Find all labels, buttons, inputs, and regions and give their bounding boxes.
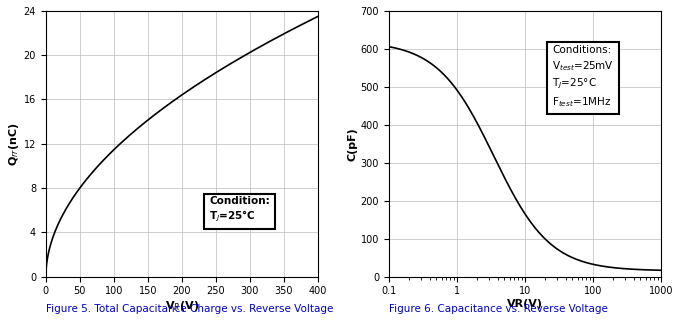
Text: Condition:
T$_J$=25°C: Condition: T$_J$=25°C bbox=[209, 196, 270, 224]
Y-axis label: Q$_{rr}$(nC): Q$_{rr}$(nC) bbox=[7, 122, 21, 165]
Text: Figure 5. Total Capacitance Charge vs. Reverse Voltage: Figure 5. Total Capacitance Charge vs. R… bbox=[46, 304, 333, 314]
X-axis label: V$_R$(V): V$_R$(V) bbox=[165, 299, 199, 313]
X-axis label: VR(V): VR(V) bbox=[507, 299, 543, 309]
Text: Figure 6. Capacitance vs. Reverse Voltage: Figure 6. Capacitance vs. Reverse Voltag… bbox=[389, 304, 608, 314]
Text: Conditions:
V$_{test}$=25mV
T$_J$=25°C
F$_{test}$=1MHz: Conditions: V$_{test}$=25mV T$_J$=25°C F… bbox=[552, 45, 614, 109]
Y-axis label: C(pF): C(pF) bbox=[348, 127, 358, 161]
